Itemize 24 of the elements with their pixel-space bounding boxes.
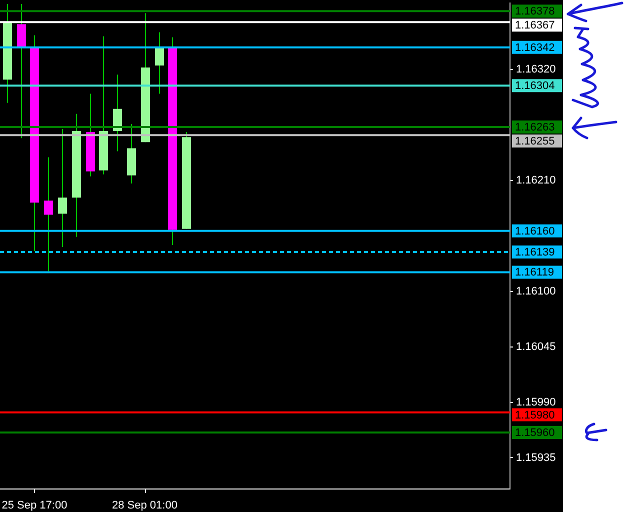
ref-line-label: 1.16304 <box>515 80 555 92</box>
candlestick <box>113 74 122 152</box>
y-tick-label: 1.16320 <box>516 64 556 76</box>
ref-line-label: 1.16255 <box>515 136 555 148</box>
ref-line-label: 1.16342 <box>515 42 555 54</box>
y-tick-label: 1.16045 <box>516 340 556 353</box>
ref-line-label: 1.15980 <box>515 409 555 422</box>
x-tick-label: 28 Sep 01:00 <box>112 500 178 512</box>
ref-line-label: 1.16378 <box>515 6 555 18</box>
ref-line-label: 1.16367 <box>515 20 555 32</box>
x-tick-label: 25 Sep 17:00 <box>2 500 68 512</box>
ref-line-label: 1.16139 <box>515 246 555 259</box>
candlestick <box>44 156 53 272</box>
candlestick <box>155 32 164 94</box>
ref-line-label: 1.16263 <box>515 122 555 134</box>
y-tick-label: 1.15935 <box>516 452 556 464</box>
y-tick-label: 1.16100 <box>516 285 556 298</box>
ref-line-label: 1.16160 <box>515 225 555 238</box>
ref-line-label: 1.15960 <box>515 427 555 440</box>
ref-line-label: 1.16119 <box>515 266 554 279</box>
candlestick <box>17 4 26 139</box>
y-tick-label: 1.16210 <box>516 174 556 186</box>
candlestick <box>58 128 67 248</box>
y-tick-label: 1.15990 <box>516 396 556 408</box>
